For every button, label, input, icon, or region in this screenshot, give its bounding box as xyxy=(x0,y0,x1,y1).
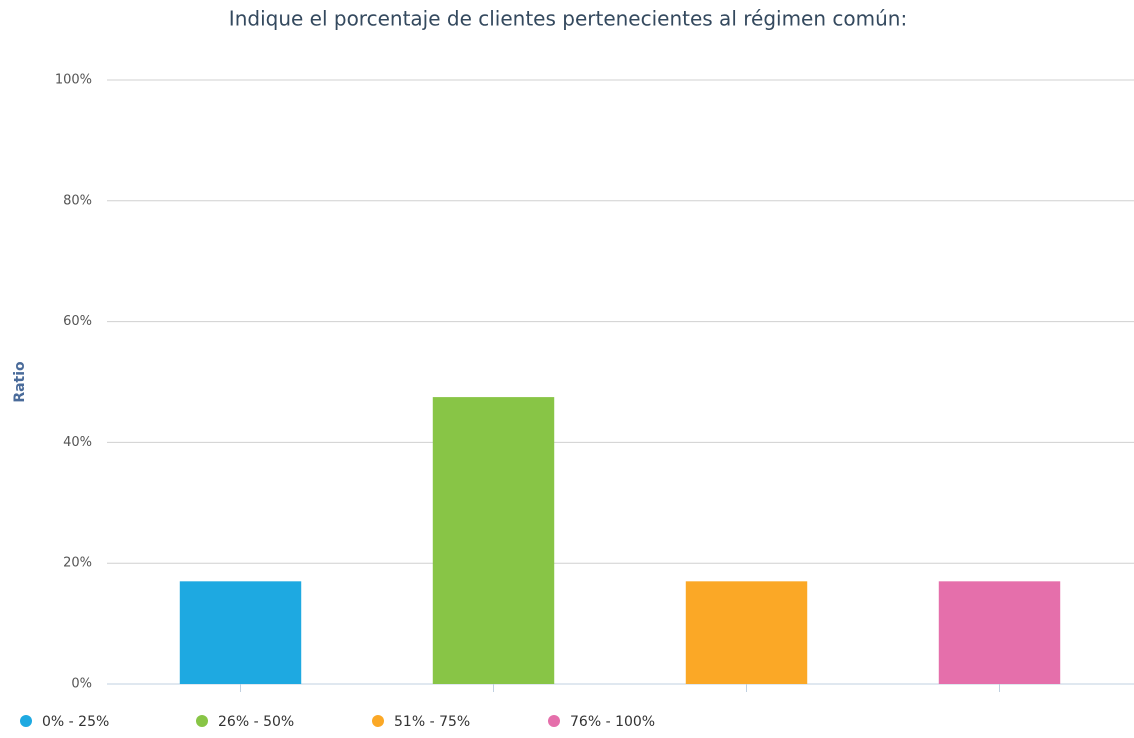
legend-marker xyxy=(548,715,560,727)
y-tick-label: 20% xyxy=(63,556,92,571)
y-tick-label: 60% xyxy=(63,314,92,329)
y-tick-label: 40% xyxy=(63,435,92,450)
y-axis-title: Ratio xyxy=(12,361,28,403)
bar xyxy=(685,581,808,684)
bar xyxy=(938,581,1061,684)
legend-label: 76% - 100% xyxy=(570,714,655,730)
y-tick-label: 100% xyxy=(55,73,92,88)
legend-label: 26% - 50% xyxy=(218,714,294,730)
y-tick-label: 0% xyxy=(71,677,92,692)
bar xyxy=(432,397,555,684)
legend-label: 0% - 25% xyxy=(42,714,109,730)
y-tick-label: 80% xyxy=(63,193,92,208)
legend-marker xyxy=(20,715,32,727)
legend-marker xyxy=(196,715,208,727)
bar xyxy=(179,581,302,684)
legend-marker xyxy=(372,715,384,727)
legend-label: 51% - 75% xyxy=(394,714,470,730)
chart-title: Indique el porcentaje de clientes perten… xyxy=(229,7,907,31)
